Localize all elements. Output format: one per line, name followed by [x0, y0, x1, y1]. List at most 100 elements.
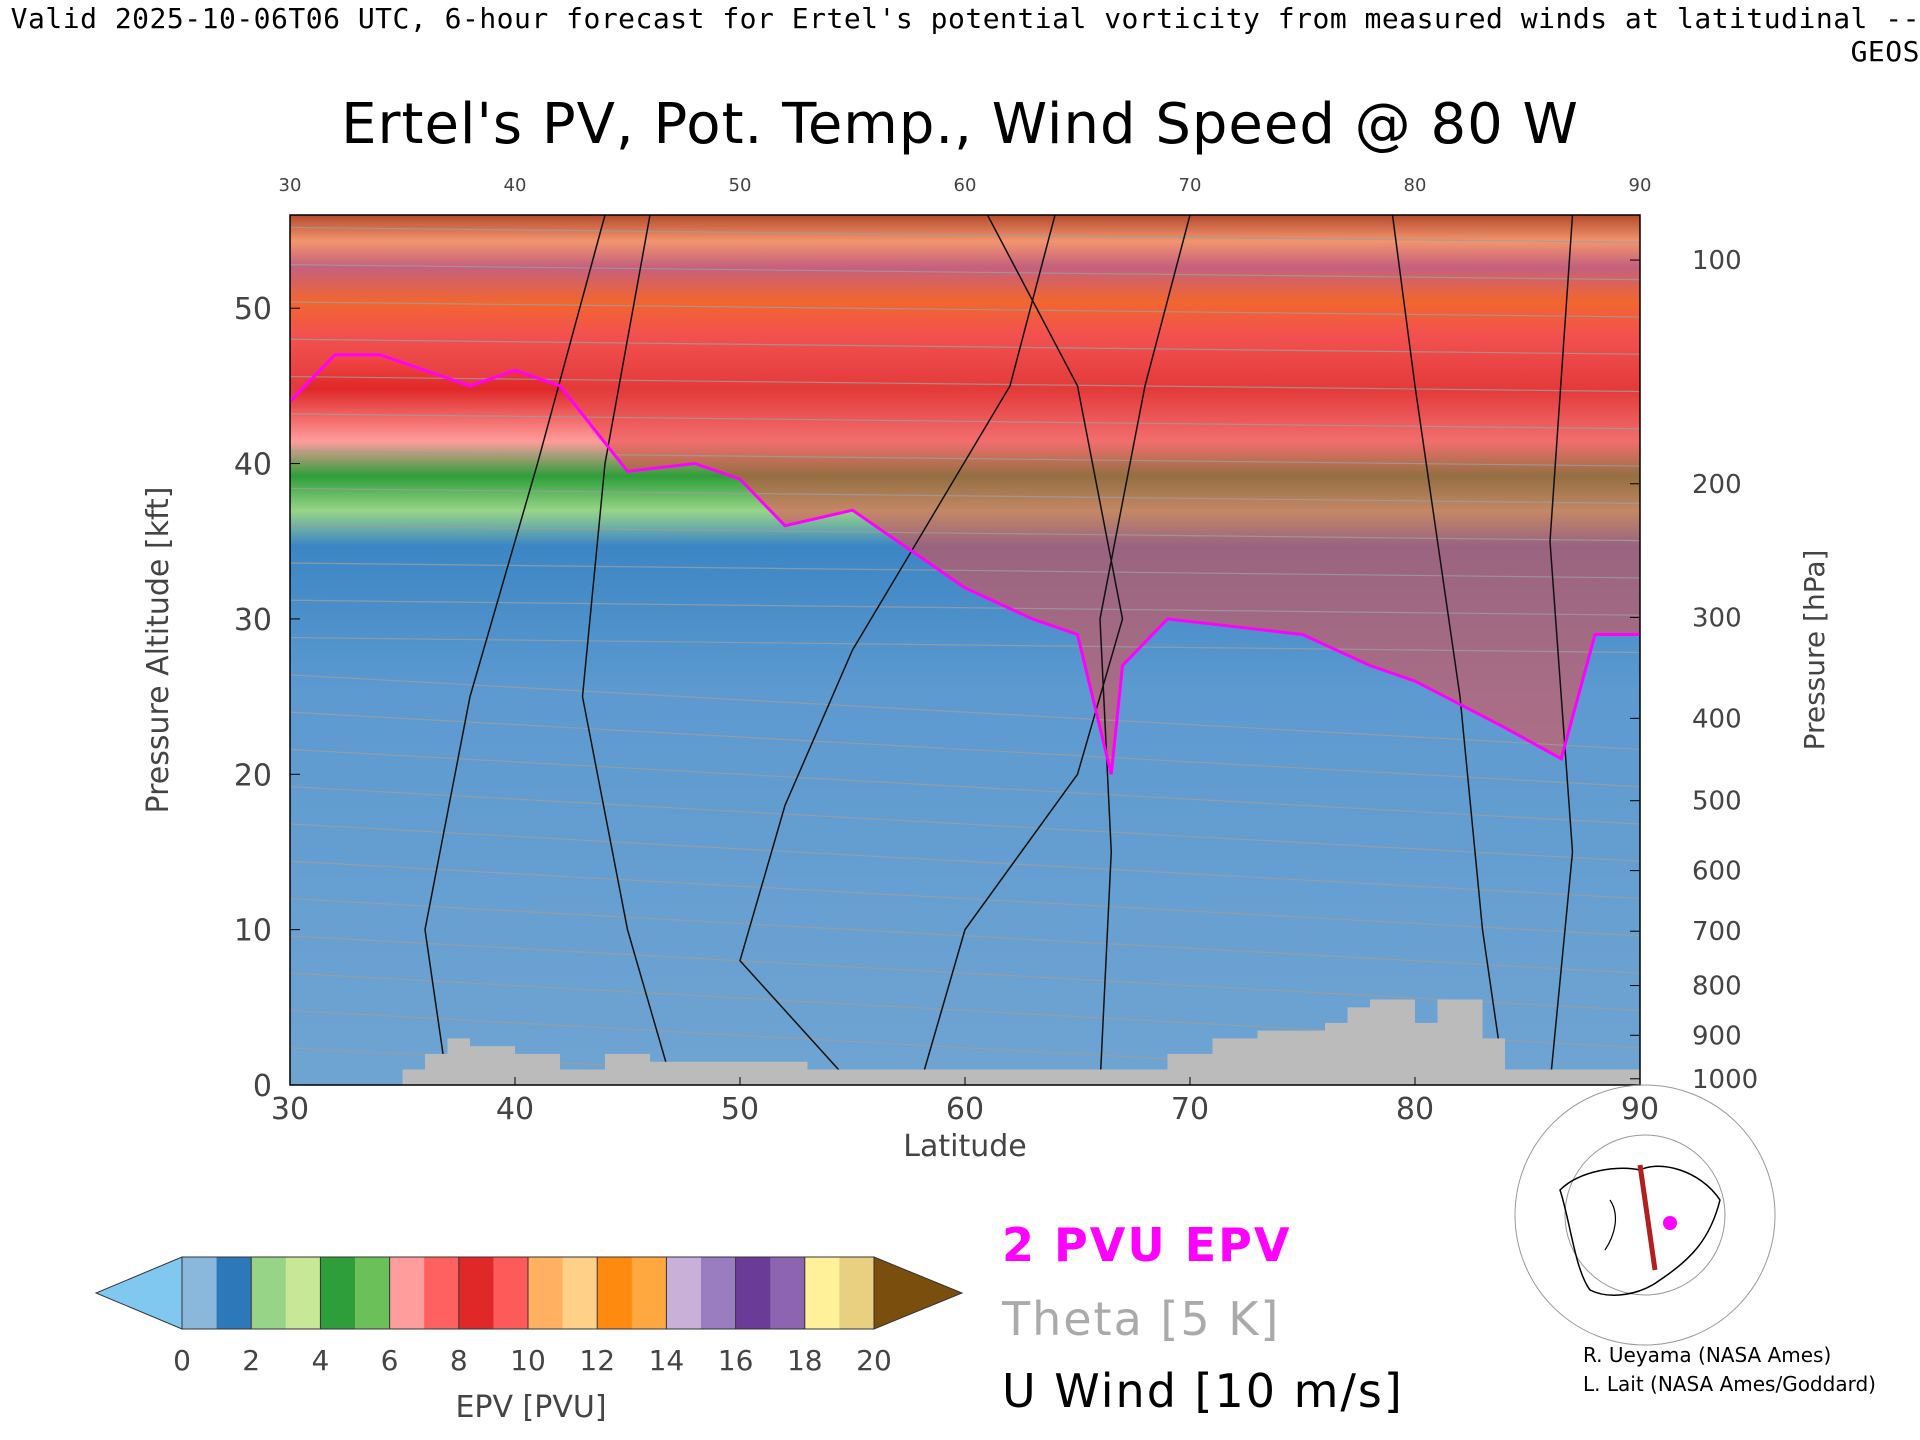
colorbar-tick-label: 10 — [510, 1344, 546, 1377]
u-wind-contour — [919, 215, 1124, 1085]
map-coastline — [1559, 1165, 1721, 1296]
u-wind-contours — [424, 215, 1574, 1085]
theta-contour — [290, 711, 1640, 788]
colorbar-segment — [320, 1257, 356, 1329]
theta-contour — [290, 823, 1640, 900]
pressure-tick-label: 100 — [1692, 246, 1742, 276]
y-tick-label: 50 — [234, 292, 272, 327]
pressure-tick-label: 800 — [1692, 972, 1742, 1002]
theta-contour — [290, 487, 1640, 504]
u-wind-contour — [1099, 215, 1191, 1085]
colorbar-segment — [355, 1257, 391, 1329]
theta-contour — [290, 935, 1640, 1012]
u-wind-contour — [581, 215, 674, 1085]
pressure-tick-label: 900 — [1692, 1021, 1742, 1051]
y-tick-label: 40 — [234, 448, 272, 483]
legend-theta: Theta [5 K] — [1002, 1292, 1281, 1346]
x-tick-label: 80 — [1396, 1092, 1434, 1127]
theta-contour — [290, 413, 1640, 430]
colorbar-segment — [285, 1257, 321, 1329]
colorbar-tick-label: 16 — [718, 1344, 754, 1377]
colorbar-segment — [666, 1257, 702, 1329]
colorbar-tick-label: 14 — [649, 1344, 685, 1377]
theta-contour — [290, 562, 1640, 579]
theta-contour — [290, 748, 1640, 825]
colorbar-segment — [597, 1257, 633, 1329]
y-tick-label: 10 — [234, 914, 272, 949]
x-tick-label: 90 — [1621, 1092, 1659, 1127]
pressure-tick-label: 700 — [1692, 917, 1742, 947]
theta-contour — [290, 301, 1640, 318]
colorbar-segment — [770, 1257, 806, 1329]
theta-contour — [290, 338, 1640, 355]
colorbar-over-arrow — [873, 1256, 964, 1330]
map-location-marker — [1663, 1216, 1677, 1230]
colorbar-segment — [804, 1257, 840, 1329]
colorbar-tick-label: 6 — [381, 1344, 399, 1377]
plot-field — [290, 215, 1640, 1085]
terrain-mask — [290, 999, 1640, 1085]
x-tick-label: 40 — [496, 1092, 534, 1127]
theta-contour — [290, 226, 1640, 243]
theta-contour — [290, 599, 1640, 616]
theta-contour — [290, 860, 1640, 937]
colorbar-tick-label: 2 — [242, 1344, 260, 1377]
pressure-tick-label: 500 — [1692, 787, 1742, 817]
map-latitude-circle — [1564, 1134, 1726, 1296]
colorbar-tick-label: 18 — [787, 1344, 823, 1377]
colorbar-tick-label: 8 — [450, 1344, 468, 1377]
pressure-tick-label: 200 — [1692, 470, 1742, 500]
colorbar-label: EPV [PVU] — [455, 1390, 606, 1425]
colorbar-segment — [389, 1257, 425, 1329]
y-tick-label: 20 — [234, 758, 272, 793]
colorbar-tick-label: 4 — [311, 1344, 329, 1377]
colorbar-segment — [493, 1257, 529, 1329]
colorbar-tick-label: 20 — [856, 1344, 892, 1377]
x-tick-label: 50 — [721, 1092, 759, 1127]
colorbar-segment — [735, 1257, 771, 1329]
map-section-line — [1637, 1164, 1658, 1271]
pressure-tick-label: 400 — [1692, 704, 1742, 734]
y-axis-left: 0 10 20 30 40 50 — [234, 292, 300, 1104]
x-tick-label-top: 90 — [1629, 175, 1652, 196]
x-axis-label: Latitude — [903, 1129, 1026, 1164]
u-wind-contour — [1549, 215, 1574, 1085]
forecast-banner: Valid 2025-10-06T06 UTC, 6-hour forecast… — [10, 2, 1920, 68]
theta-contour — [290, 264, 1640, 281]
colorbar-tick-label: 0 — [173, 1344, 191, 1377]
credit-line: L. Lait (NASA Ames/Goddard) — [1583, 1372, 1876, 1396]
tropopause-2pvu-line — [290, 353, 1640, 775]
colorbar-segment — [562, 1257, 598, 1329]
x-axis: 30 40 50 60 70 80 90 30 40 50 60 70 80 90 — [271, 175, 1659, 1127]
credit-line: R. Ueyama (NASA Ames) — [1583, 1343, 1832, 1367]
x-tick-label: 60 — [946, 1092, 984, 1127]
location-map — [1514, 1084, 1776, 1346]
u-wind-contour — [424, 215, 606, 1085]
theta-contour — [290, 525, 1640, 542]
u-wind-contour — [1391, 215, 1506, 1085]
theta-contour — [290, 636, 1640, 654]
colorbar-segment — [216, 1257, 252, 1329]
map-coastline — [1604, 1199, 1617, 1251]
theta-contour — [290, 674, 1640, 751]
legend-pv: 2 PVU EPV — [1002, 1218, 1292, 1272]
legend-uwind: U Wind [10 m/s] — [1002, 1364, 1404, 1418]
pressure-tick-label: 300 — [1692, 603, 1742, 633]
pressure-tick-label: 1000 — [1692, 1065, 1758, 1095]
x-tick-label: 70 — [1171, 1092, 1209, 1127]
y-axis-label-right: Pressure [hPa] — [1798, 550, 1831, 751]
pressure-tick-label: 600 — [1692, 857, 1742, 887]
colorbar-segment — [528, 1257, 564, 1329]
x-tick-label-top: 80 — [1404, 175, 1427, 196]
y-axis-right: 100 200 300 400 500 600 700 800 900 1000 — [1630, 246, 1758, 1095]
colorbar-tick-label: 12 — [579, 1344, 615, 1377]
y-tick-label: 30 — [234, 603, 272, 638]
theta-contour — [290, 450, 1640, 467]
u-wind-contour — [739, 215, 1056, 1085]
y-axis-label-left: Pressure Altitude [kft] — [141, 487, 176, 814]
x-tick-label: 30 — [271, 1092, 309, 1127]
colorbar-under-arrow — [94, 1256, 183, 1330]
chart-title: Ertel's PV, Pot. Temp., Wind Speed @ 80 … — [341, 92, 1579, 157]
colorbar-segment — [839, 1257, 875, 1329]
